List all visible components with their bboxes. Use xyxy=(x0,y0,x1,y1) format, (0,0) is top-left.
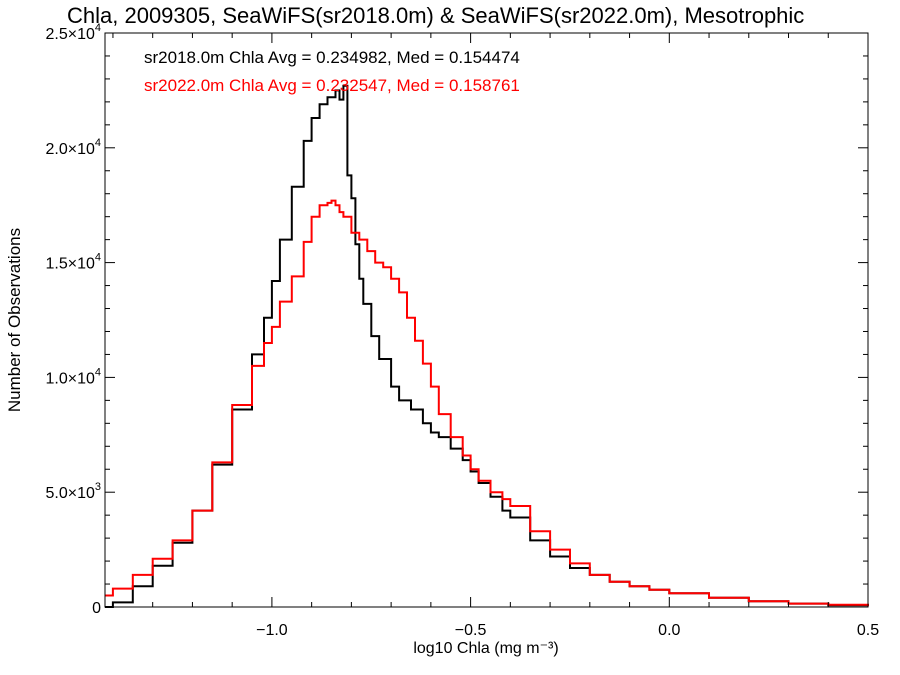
y-tick-exponent: 4 xyxy=(95,366,101,378)
x-tick-label: −1.0 xyxy=(256,622,288,639)
stats-annotation-2: sr2022.0m Chla Avg = 0.232547, Med = 0.1… xyxy=(144,76,520,95)
y-tick-label: 2.5×104 xyxy=(45,22,101,43)
chart-title: Chla, 2009305, SeaWiFS(sr2018.0m) & SeaW… xyxy=(67,3,804,28)
y-tick-label: 2.0×104 xyxy=(45,137,101,158)
y-tick-mantissa: 5.0×10 xyxy=(45,485,94,502)
series-line-2 xyxy=(105,199,869,607)
annotations: sr2018.0m Chla Avg = 0.234982, Med = 0.1… xyxy=(144,48,520,95)
series-layer xyxy=(105,84,869,608)
y-tick-exponent: 4 xyxy=(95,22,101,34)
x-tick-label: −0.5 xyxy=(455,622,487,639)
y-tick-mantissa: 1.0×10 xyxy=(45,370,94,387)
y-tick-mantissa: 0 xyxy=(92,600,101,617)
y-tick-mantissa: 2.0×10 xyxy=(45,141,94,158)
x-axis: −1.0 −0.5 0.0 0.5 xyxy=(112,33,879,639)
y-tick-mantissa: 1.5×10 xyxy=(45,256,94,273)
x-tick-label: 0.5 xyxy=(857,622,879,639)
stats-annotation-1: sr2018.0m Chla Avg = 0.234982, Med = 0.1… xyxy=(144,48,520,67)
plot-frame xyxy=(104,32,869,608)
y-tick-label: 5.0×103 xyxy=(45,481,101,502)
x-axis-label: log10 Chla (mg m⁻³) xyxy=(413,640,558,657)
x-tick-label: 0.0 xyxy=(658,622,680,639)
y-axis-label: Number of Observations xyxy=(5,228,24,412)
y-tick-exponent: 4 xyxy=(95,137,101,149)
series-line-1 xyxy=(105,84,869,608)
y-tick-label: 1.5×104 xyxy=(45,252,101,273)
y-tick-exponent: 3 xyxy=(95,481,101,493)
y-tick-mantissa: 2.5×10 xyxy=(45,26,94,43)
y-tick-exponent: 4 xyxy=(95,252,101,264)
y-tick-label: 0 xyxy=(92,600,101,617)
y-tick-label: 1.0×104 xyxy=(45,366,101,387)
